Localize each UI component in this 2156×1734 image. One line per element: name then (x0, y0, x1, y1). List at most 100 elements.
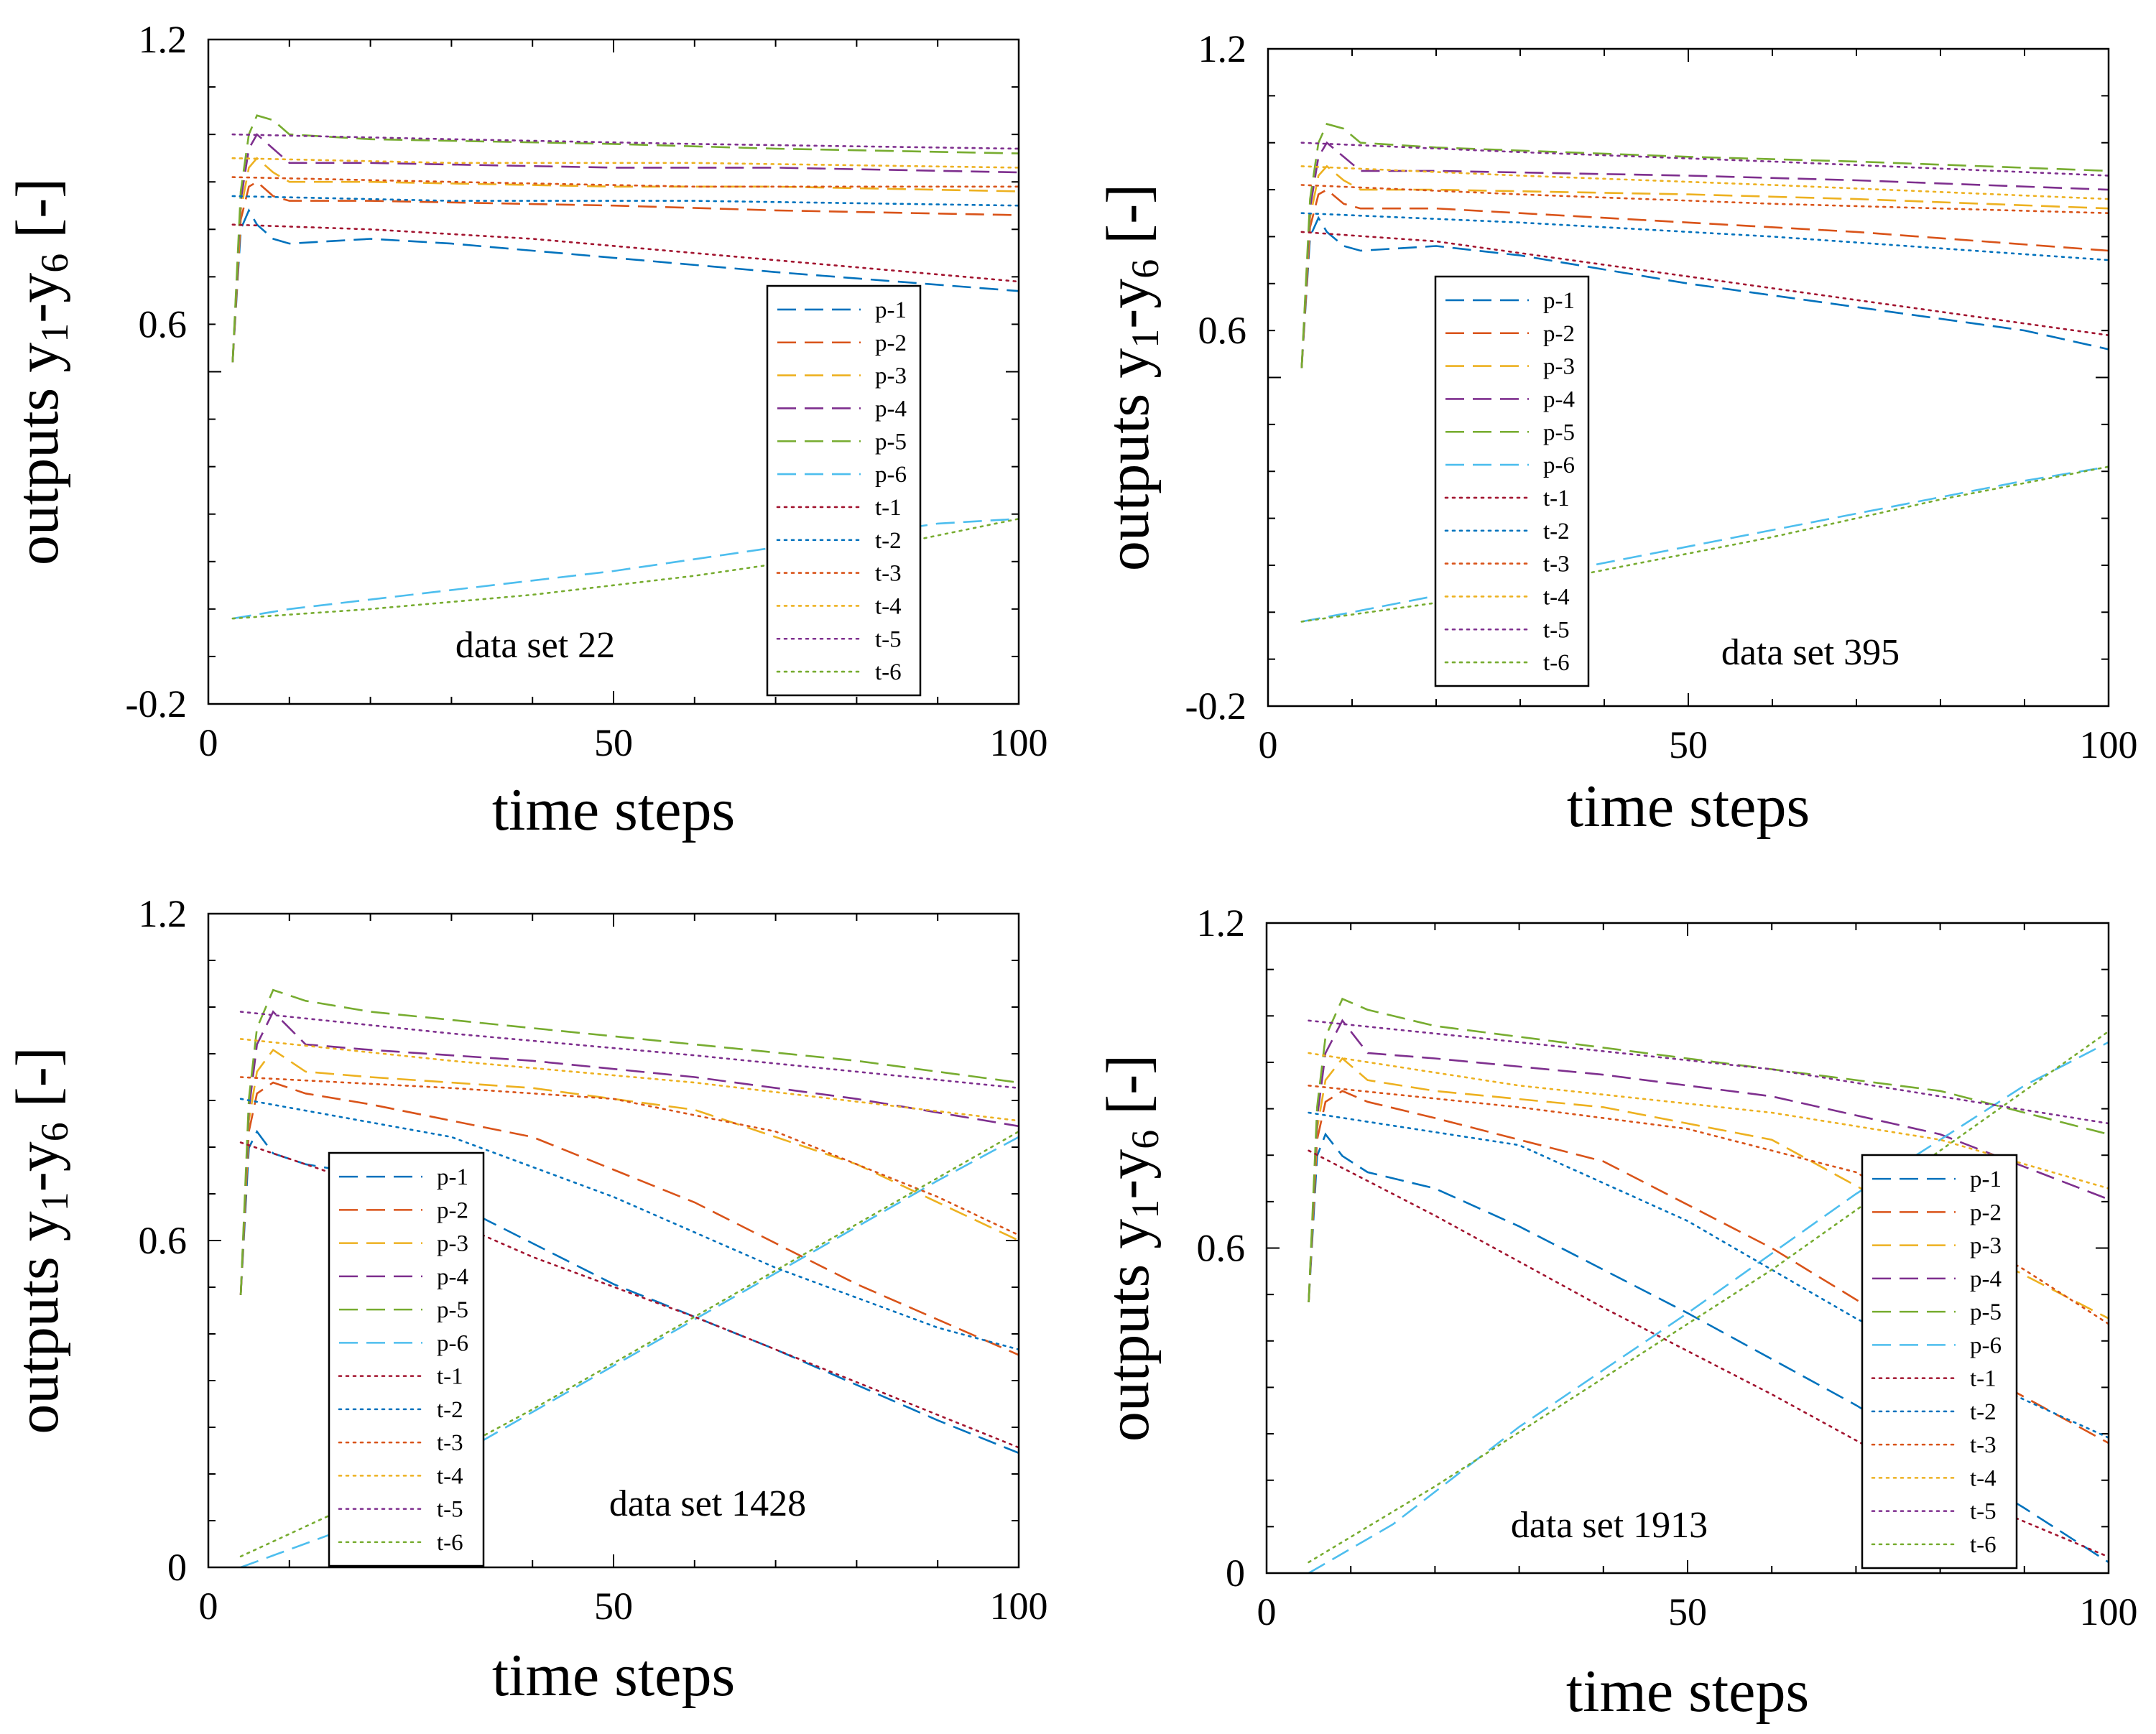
x-tick-label: 0 (1257, 1590, 1277, 1633)
y-axis-label: outputs y1-y6 [-] (4, 178, 76, 565)
legend-label-t-1: t-1 (1970, 1366, 1997, 1392)
y-axis-label: outputs y1-y6 [-] (1095, 1054, 1167, 1442)
dataset-annotation: data set 1428 (609, 1483, 806, 1524)
series-group (1300, 123, 2109, 623)
series-line-t-6 (1308, 1030, 2109, 1564)
series-line-p-2 (1300, 188, 2109, 368)
legend-label-p-4: p-4 (1970, 1266, 2002, 1292)
series-line-p-6 (1301, 465, 2109, 623)
legend-label-t-6: t-6 (437, 1530, 463, 1556)
legend-label-p-6: p-6 (1970, 1332, 2002, 1358)
legend-label-t-1: t-1 (1543, 486, 1570, 511)
y-tick-label: -0.2 (126, 682, 187, 725)
x-axis-label: time steps (492, 1642, 735, 1709)
legend-label-t-4: t-4 (875, 593, 902, 619)
x-tick-label: 100 (2080, 723, 2138, 766)
series-line-p-2 (231, 180, 1019, 363)
legend-label-t-4: t-4 (437, 1463, 463, 1489)
x-tick-label: 100 (2080, 1590, 2138, 1633)
series-line-t-4 (1300, 165, 2109, 200)
series-line-t-2 (1300, 212, 2109, 261)
series-line-t-2 (239, 1098, 1019, 1350)
x-tick-label: 0 (1259, 723, 1278, 766)
legend-label-t-1: t-1 (437, 1364, 463, 1390)
series-line-p-5 (1300, 123, 2109, 368)
series-line-p-1 (231, 208, 1019, 363)
series-group (239, 988, 1019, 1567)
y-tick-label: 0.6 (139, 1219, 188, 1262)
series-line-p-4 (1300, 141, 2109, 368)
series-line-p-4 (231, 133, 1019, 363)
legend-label-p-2: p-2 (1543, 321, 1575, 347)
legend-label-t-3: t-3 (1543, 552, 1570, 578)
y-axis-label: outputs y1-y6 [-] (4, 1047, 76, 1434)
legend-label-p-1: p-1 (875, 297, 907, 323)
legend-label-p-1: p-1 (437, 1164, 468, 1190)
legend-label-t-3: t-3 (875, 561, 902, 587)
series-line-p-6 (1308, 1041, 2109, 1573)
legend-label-p-1: p-1 (1970, 1167, 2002, 1192)
legend-label-p-6: p-6 (1543, 453, 1575, 478)
legend-label-p-2: p-2 (875, 330, 907, 356)
plot-frame (1265, 922, 2110, 1575)
series-group (231, 114, 1019, 620)
legend-label-t-2: t-2 (1543, 519, 1570, 544)
y-tick-label: 0 (1226, 1552, 1245, 1595)
y-axis-label: outputs y1-y6 [-] (1095, 184, 1167, 571)
axis-ticks (1267, 48, 2109, 707)
legend-label-p-3: p-3 (875, 363, 907, 389)
legend-label-p-5: p-5 (1543, 419, 1575, 445)
legend-label-t-4: t-4 (1543, 584, 1570, 610)
legend-label-p-5: p-5 (1970, 1299, 2002, 1325)
legend-box (1861, 1154, 2018, 1570)
legend-label-t-2: t-2 (437, 1397, 463, 1423)
legend: p-1 p-2 p-3 p-4 p-5 p-6 t-1 t-2 t-3 t-4 t-5 t-6 (1434, 275, 1590, 687)
series-line-t-5 (1300, 142, 2109, 177)
series-line-t-3 (1300, 184, 2109, 214)
y-tick-label: 1.2 (139, 892, 188, 935)
legend-label-t-6: t-6 (875, 659, 902, 685)
legend-label-p-6: p-6 (875, 462, 907, 488)
legend-label-p-4: p-4 (1543, 386, 1575, 412)
series-line-t-5 (239, 1011, 1019, 1089)
plot-frame (207, 912, 1020, 1569)
series-line-p-4 (239, 1010, 1019, 1295)
legend-label-t-4: t-4 (1970, 1465, 1997, 1491)
y-tick-label: 0.6 (1198, 309, 1247, 352)
dataset-annotation: data set 22 (455, 625, 615, 666)
legend: p-1 p-2 p-3 p-4 p-5 p-6 t-1 t-2 t-3 t-4 t-5 t-6 (1861, 1154, 2018, 1570)
legend-label-p-3: p-3 (1543, 354, 1575, 380)
series-line-t-4 (239, 1038, 1019, 1122)
series-line-p-3 (239, 1048, 1019, 1295)
series-line-t-1 (239, 1141, 1019, 1449)
legend-label-t-5: t-5 (875, 626, 902, 652)
x-tick-label: 100 (990, 721, 1048, 764)
legend-label-t-6: t-6 (1543, 650, 1570, 676)
y-tick-label: 1.2 (1198, 27, 1247, 70)
series-line-t-5 (1308, 1019, 2109, 1125)
series-line-p-3 (1300, 164, 2109, 368)
legend-label-p-4: p-4 (875, 396, 907, 422)
series-line-p-5 (231, 114, 1019, 363)
legend-label-t-2: t-2 (875, 528, 902, 554)
legend-label-p-3: p-3 (437, 1231, 468, 1257)
legend-label-t-6: t-6 (1970, 1532, 1997, 1558)
x-tick-label: 50 (594, 721, 633, 764)
legend-box (1434, 275, 1590, 687)
legend-label-p-5: p-5 (437, 1297, 468, 1323)
legend-label-t-3: t-3 (1970, 1432, 1997, 1458)
x-tick-label: 100 (990, 1585, 1048, 1628)
x-tick-label: 0 (199, 1585, 218, 1628)
legend-box (328, 1151, 485, 1567)
x-axis-label: time steps (1566, 1658, 1809, 1725)
series-line-t-2 (231, 195, 1019, 207)
series-line-t-5 (231, 133, 1019, 150)
chart-panel-3: 0 50 100 0 0.6 1.2 time steps outputs y1-y6 [-]… (4, 892, 1048, 1709)
series-line-t-1 (1300, 231, 2109, 336)
legend-label-p-2: p-2 (437, 1197, 468, 1223)
dataset-annotation: data set 1913 (1511, 1505, 1708, 1546)
series-line-p-4 (1308, 1019, 2109, 1302)
series-line-p-3 (231, 157, 1019, 363)
series-line-p-2 (1308, 1090, 2109, 1445)
